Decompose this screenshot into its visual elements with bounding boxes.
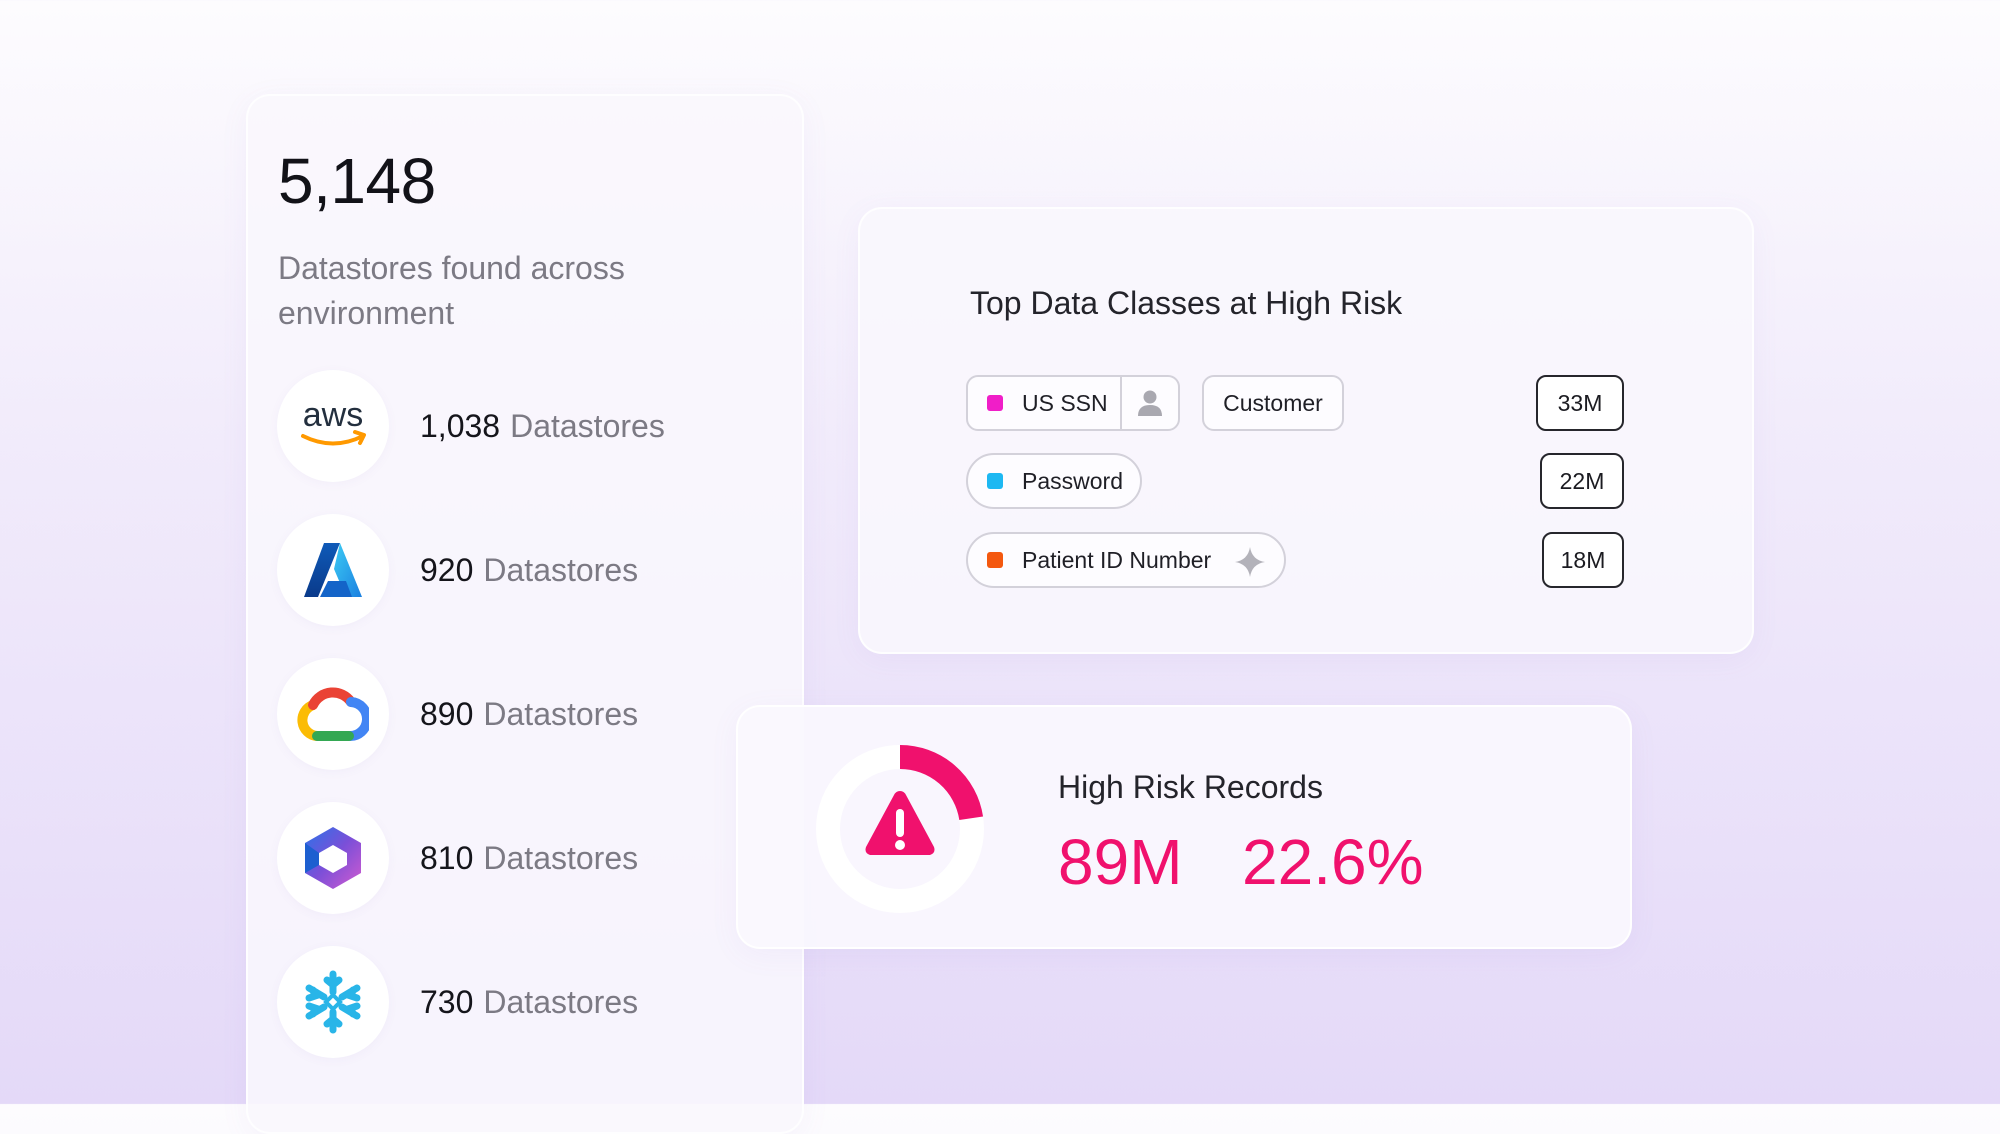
microsoft-365-datastore-count: 810 [420, 840, 474, 876]
google-cloud-datastore-label: Datastores [483, 696, 639, 732]
microsoft-365-datastore-label: Datastores [483, 840, 639, 876]
azure-icon [277, 514, 389, 626]
patient-id-color-dot [987, 552, 1003, 568]
high-risk-records-count: 89M [1058, 826, 1183, 898]
data-class-patient-id-number[interactable]: Patient ID Number [966, 532, 1286, 588]
password-label: Password [1022, 467, 1123, 494]
aws-datastore-label: Datastores [510, 408, 665, 444]
top-data-classes-title: Top Data Classes at High Risk [970, 285, 1403, 321]
donut-progress-arc [816, 745, 984, 913]
snowflake-datastore-count: 730 [420, 984, 474, 1020]
total-datastores-count: 5,148 [278, 145, 436, 217]
snowflake-icon [277, 946, 389, 1058]
password-color-dot [987, 473, 1003, 489]
us-ssn-color-dot [987, 395, 1003, 411]
us-ssn-label: US SSN [1022, 389, 1108, 416]
person-icon [1120, 377, 1178, 429]
password-count: 22M [1540, 453, 1624, 509]
google-cloud-datastore-count: 890 [420, 696, 474, 732]
high-risk-records-card: High Risk Records 89M 22.6% [736, 705, 1632, 949]
aws-datastore-count: 1,038 [420, 408, 501, 444]
high-risk-donut [816, 745, 984, 913]
sparkle-icon [1234, 546, 1266, 584]
provider-row-google-cloud[interactable]: 890 Datastores [277, 658, 797, 770]
microsoft-365-icon [277, 802, 389, 914]
us-ssn-count: 33M [1536, 375, 1624, 431]
high-risk-title: High Risk Records [1058, 769, 1323, 805]
total-datastores-description: Datastores found across environment [278, 250, 625, 331]
datastores-panel: 5,148 Datastores found across environmen… [246, 94, 804, 1134]
data-class-us-ssn[interactable]: US SSN [966, 375, 1180, 431]
high-risk-percentage: 22.6% [1242, 826, 1424, 898]
patient-id-count: 18M [1542, 532, 1624, 588]
snowflake-datastore-label: Datastores [483, 984, 639, 1020]
google-cloud-icon [277, 658, 389, 770]
provider-row-azure[interactable]: 920 Datastores [277, 514, 797, 626]
aws-icon: aws [277, 370, 389, 482]
customer-tag-label: Customer [1223, 389, 1323, 416]
azure-datastore-count: 920 [420, 552, 474, 588]
data-class-password[interactable]: Password [966, 453, 1142, 509]
provider-row-aws[interactable]: aws 1,038 Datastores [277, 370, 797, 482]
azure-datastore-label: Datastores [483, 552, 639, 588]
top-data-classes-card: Top Data Classes at High Risk US SSN Cus… [858, 207, 1754, 654]
warning-icon [865, 791, 935, 855]
aws-wordmark: aws [303, 396, 363, 434]
patient-id-label: Patient ID Number [1022, 546, 1212, 573]
provider-row-snowflake[interactable]: 730 Datastores [277, 946, 797, 1058]
provider-row-microsoft-365[interactable]: 810 Datastores [277, 802, 797, 914]
customer-tag[interactable]: Customer [1202, 375, 1344, 431]
